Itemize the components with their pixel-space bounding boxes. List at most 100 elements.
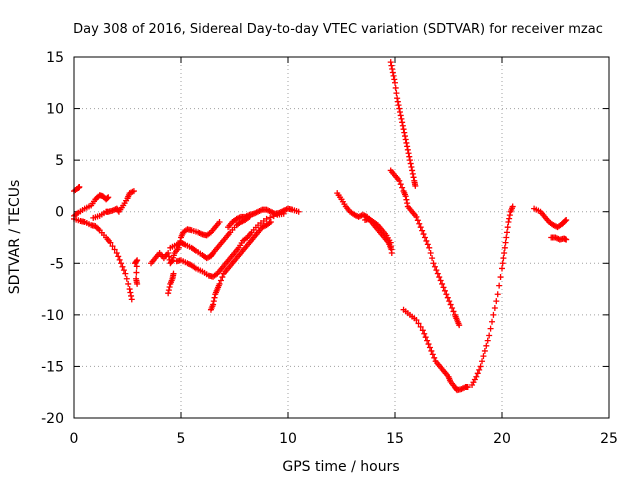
data-point: [499, 265, 505, 272]
data-point: [486, 332, 493, 339]
x-axis-label: GPS time / hours: [282, 459, 399, 475]
data-point: [429, 351, 436, 358]
data-point: [505, 219, 512, 226]
data-point: [423, 237, 430, 244]
tick-labels: 0 5 10 15 20 25 15 10 5 0 -5 -10 -15 -20: [41, 50, 618, 447]
data-point: [404, 143, 411, 150]
data-point: [484, 337, 491, 344]
data-point: [120, 267, 127, 274]
data-point: [401, 129, 408, 136]
data-point: [419, 227, 426, 234]
data-point: [501, 244, 508, 251]
data-point: [421, 330, 428, 337]
data-point: [563, 236, 570, 243]
data-point: [396, 177, 403, 184]
series-arc9: [165, 270, 177, 297]
data-point: [133, 269, 140, 276]
data-point: [397, 181, 404, 188]
data-point: [416, 220, 423, 227]
data-point: [127, 289, 134, 296]
data-point: [436, 274, 443, 281]
data-point: [211, 294, 218, 301]
data-point: [444, 294, 451, 301]
data-point: [166, 284, 173, 291]
data-point: [415, 320, 422, 327]
data-point: [490, 311, 497, 318]
data-point: [477, 363, 484, 370]
y-tick-label: 15: [46, 50, 64, 66]
data-point: [165, 290, 172, 297]
y-tick-label: -20: [41, 411, 64, 427]
data-point: [165, 253, 172, 260]
data-point: [426, 244, 433, 251]
data-point: [476, 366, 483, 373]
data-point: [389, 66, 396, 73]
data-point: [502, 239, 509, 246]
data-point: [449, 304, 456, 311]
data-point: [426, 344, 433, 351]
data-point: [263, 215, 270, 222]
data-point: [105, 194, 112, 201]
data-point: [210, 298, 217, 305]
y-tick-label: 10: [46, 102, 64, 118]
x-tick-label: 0: [70, 431, 79, 447]
data-point: [389, 69, 396, 76]
data-point: [434, 270, 441, 277]
data-point: [504, 224, 511, 231]
data-point: [473, 373, 480, 380]
data-point: [481, 347, 488, 354]
data-point: [403, 139, 410, 146]
data-point: [408, 164, 415, 171]
series-arc17: [469, 203, 516, 388]
data-point: [413, 213, 420, 220]
data-point: [424, 337, 431, 344]
data-point: [399, 184, 406, 191]
data-point: [563, 216, 570, 223]
y-tick-label: -10: [41, 308, 64, 324]
data-point: [500, 255, 507, 262]
series-arc2: [71, 192, 112, 219]
data-point: [450, 308, 457, 315]
data-point: [219, 274, 226, 281]
data-point: [402, 136, 409, 143]
grid-lines: [74, 57, 609, 418]
data-point: [295, 208, 302, 215]
data-point: [506, 212, 513, 219]
series-arc6: [148, 219, 223, 267]
y-axis-label: SDTVAR / TECUs: [7, 180, 23, 295]
data-point: [483, 342, 490, 349]
data-point: [216, 219, 223, 226]
data-point: [399, 122, 406, 129]
data-point: [433, 267, 440, 274]
data-point: [398, 115, 405, 122]
data-point: [491, 304, 498, 311]
chart-title: Day 308 of 2016, Sidereal Day-to-day VTE…: [73, 22, 603, 37]
data-point: [123, 275, 130, 282]
data-point: [134, 280, 141, 287]
data-point: [392, 79, 398, 86]
data-point: [92, 223, 99, 230]
series-arc7: [167, 213, 253, 262]
x-tick-label: 15: [386, 431, 404, 447]
data-point: [126, 286, 133, 293]
data-point: [165, 249, 172, 256]
data-point: [439, 280, 446, 287]
series-arc1: [71, 183, 83, 195]
data-point: [447, 301, 454, 308]
data-point: [210, 301, 217, 308]
data-point: [118, 260, 125, 267]
data-point: [134, 257, 141, 264]
data-point: [420, 231, 427, 238]
data-point: [441, 287, 448, 294]
data-point: [446, 298, 453, 305]
data-point: [417, 224, 424, 231]
data-point: [165, 287, 172, 294]
data-point: [388, 62, 395, 69]
data-point: [395, 102, 402, 109]
data-point: [407, 160, 414, 167]
data-point: [104, 194, 111, 201]
data-point: [409, 167, 416, 174]
series-arc11: [225, 205, 302, 231]
data-point: [125, 280, 132, 287]
series-arc3: [71, 215, 135, 303]
